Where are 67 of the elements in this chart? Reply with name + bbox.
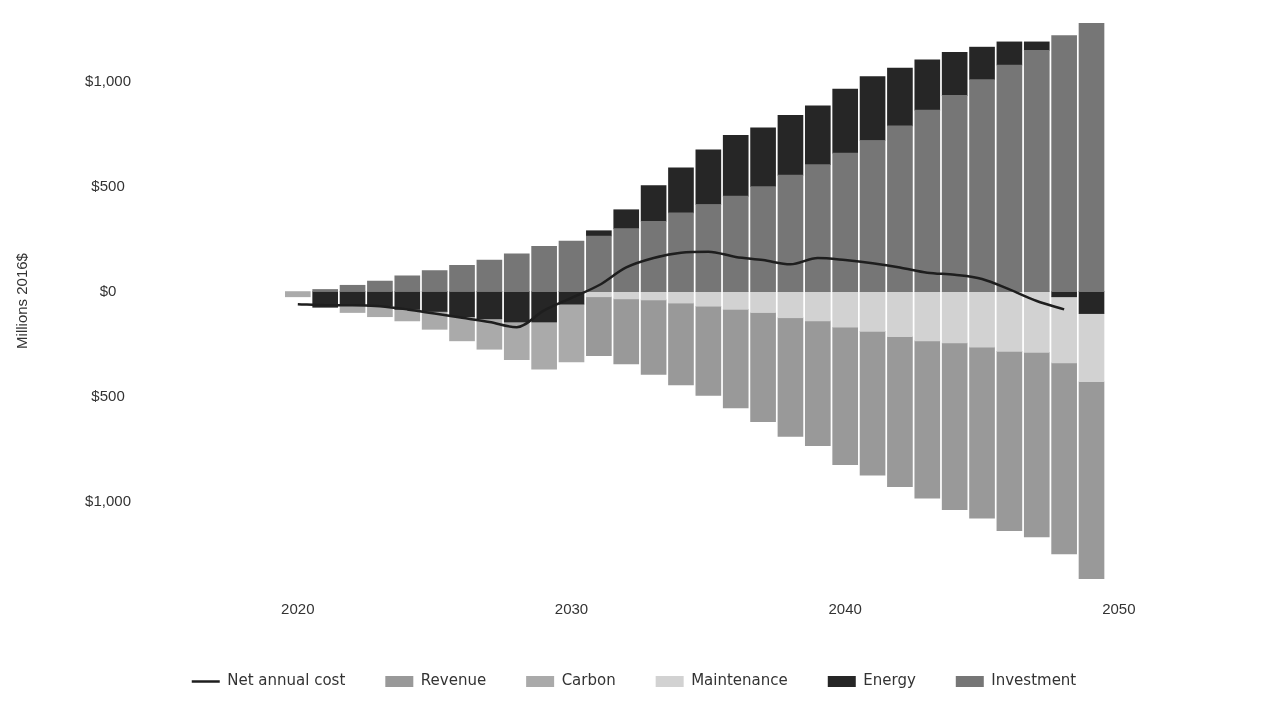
bar bbox=[640, 185, 667, 222]
bar bbox=[859, 76, 886, 141]
bar bbox=[668, 212, 694, 292]
bar bbox=[859, 291, 886, 332]
bar bbox=[449, 265, 475, 292]
bar bbox=[668, 167, 694, 214]
bar bbox=[640, 220, 667, 292]
bar bbox=[996, 351, 1023, 532]
bar bbox=[449, 316, 475, 342]
bar bbox=[941, 95, 968, 292]
legend-label: Net annual cost bbox=[227, 671, 346, 690]
bar bbox=[613, 209, 640, 229]
bar bbox=[421, 270, 448, 292]
legend-label: Revenue bbox=[420, 671, 487, 690]
legend-label: Maintenance bbox=[691, 671, 788, 690]
legend-label: Carbon bbox=[561, 671, 616, 690]
y-tick-label: $1,000 bbox=[85, 491, 132, 509]
bar bbox=[969, 346, 995, 519]
y-tick-label: $500 bbox=[91, 386, 125, 404]
bar bbox=[695, 291, 722, 307]
bar bbox=[695, 204, 722, 292]
bar bbox=[941, 291, 968, 344]
legend-label: Investment bbox=[991, 671, 1077, 690]
bar bbox=[476, 291, 503, 320]
bar bbox=[312, 289, 339, 292]
bar bbox=[1023, 41, 1050, 51]
bar bbox=[1078, 23, 1105, 292]
bar bbox=[695, 305, 722, 396]
y-tick-label: $1,000 bbox=[85, 71, 132, 89]
bar bbox=[969, 291, 995, 348]
bar bbox=[558, 240, 585, 292]
bar bbox=[449, 291, 475, 318]
bar bbox=[969, 46, 995, 80]
legend-label: Energy bbox=[863, 671, 916, 690]
bar bbox=[558, 303, 585, 363]
bar bbox=[969, 79, 995, 292]
bar bbox=[695, 149, 722, 205]
bar bbox=[476, 259, 503, 292]
x-tick-label: 2020 bbox=[281, 600, 315, 618]
bar bbox=[1078, 381, 1105, 579]
bar bbox=[339, 284, 366, 292]
x-tick-label: 2040 bbox=[828, 600, 862, 618]
bar bbox=[284, 291, 311, 298]
bar bbox=[996, 291, 1023, 352]
bar bbox=[668, 302, 694, 386]
bar bbox=[941, 52, 968, 96]
bar bbox=[941, 342, 968, 511]
bar bbox=[421, 291, 448, 312]
y-tick-label: $500 bbox=[91, 176, 125, 194]
x-tick-label: 2030 bbox=[554, 600, 589, 618]
y-axis-title: Millions 2016$ bbox=[13, 252, 31, 349]
line-series bbox=[296, 250, 1066, 329]
bar bbox=[777, 174, 804, 292]
bar bbox=[586, 230, 612, 237]
bar bbox=[777, 114, 804, 176]
x-tick-label: 2050 bbox=[1102, 600, 1136, 618]
bar bbox=[996, 64, 1023, 292]
bar bbox=[1078, 313, 1105, 383]
bar bbox=[859, 140, 886, 292]
bar bbox=[668, 291, 694, 304]
y-tick-label: $0 bbox=[99, 281, 117, 299]
bar bbox=[996, 41, 1023, 66]
bar bbox=[777, 291, 804, 319]
bar bbox=[777, 317, 804, 437]
bar bbox=[859, 331, 886, 476]
bar bbox=[640, 299, 667, 375]
bar bbox=[1078, 291, 1105, 314]
